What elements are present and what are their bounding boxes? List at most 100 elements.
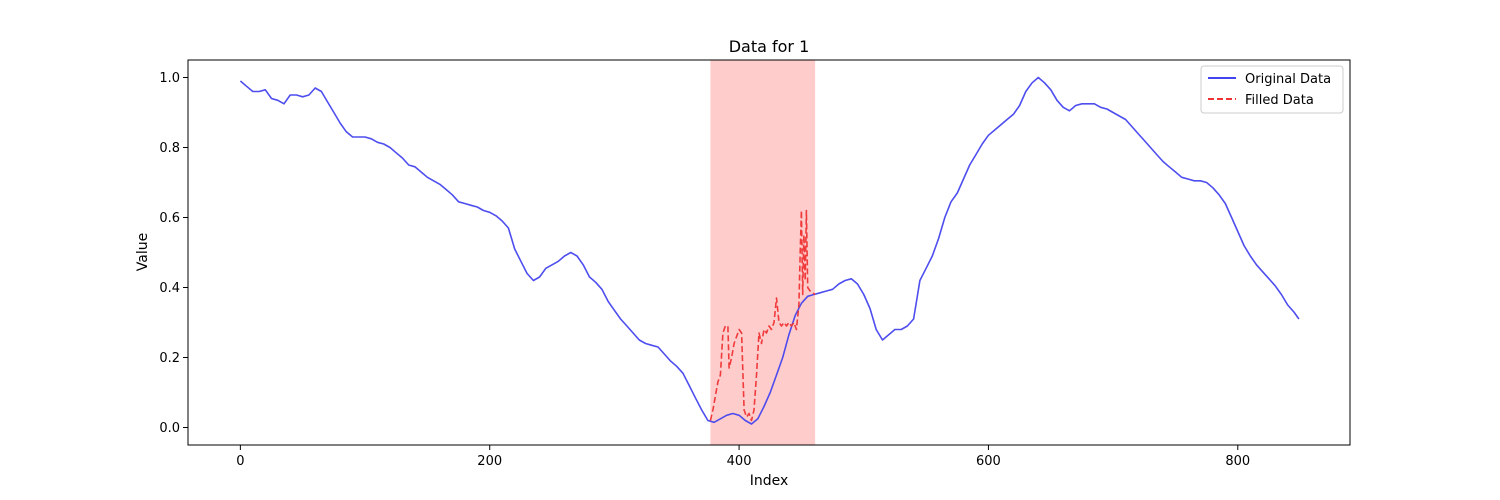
data-point [758,332,759,333]
data-point [1050,89,1051,90]
y-tick-label: 0.0 [159,421,180,436]
data-point [732,413,733,414]
x-tick-label: 200 [477,454,502,469]
data-point [252,91,253,92]
data-point [265,89,266,90]
data-point [1212,187,1213,188]
data-point [982,143,983,144]
data-point [1219,194,1220,195]
data-point [757,418,758,419]
data-point [290,94,291,95]
data-point [682,373,683,374]
data-point [1200,180,1201,181]
data-point [620,318,621,319]
data-point [639,339,640,340]
data-point [802,294,803,295]
legend: Original Data Filled Data [1200,65,1344,114]
series-original [239,76,1300,425]
series-layer [239,76,1300,425]
data-point [791,325,792,326]
data-point [520,261,521,262]
data-point [583,264,584,265]
data-point [527,273,528,274]
data-point [826,290,827,291]
data-point [502,220,503,221]
data-point [888,334,889,335]
data-point [731,357,732,358]
data-point [761,343,762,344]
data-point [576,255,577,256]
data-point [364,136,365,137]
data-point [470,205,471,206]
data-point [807,296,808,297]
data-point [433,180,434,181]
data-point [798,304,799,305]
data-point [741,332,742,333]
data-point [803,234,804,235]
x-tick-label: 0 [236,454,244,469]
data-point [464,203,465,204]
data-point [1025,91,1026,92]
x-tick-label: 600 [976,454,1001,469]
data-point [302,96,303,97]
data-point [564,255,565,256]
y-axis-ticks: 0.0 0.2 0.4 0.6 0.8 1.0 [159,71,188,436]
data-point [695,397,696,398]
data-point [901,329,902,330]
data-point [414,166,415,167]
legend-label-original: Original Data [1245,72,1331,87]
data-point [810,290,811,291]
shaded-region-layer [710,60,816,445]
data-point [633,332,634,333]
data-point [714,422,715,423]
data-point [1125,119,1126,120]
data-point [739,329,740,330]
data-point [1063,107,1064,108]
data-point [869,308,870,309]
data-point [315,87,316,88]
data-point [882,339,883,340]
data-point [717,381,718,382]
data-point [771,329,772,330]
data-point [734,343,735,344]
data-point [950,201,951,202]
data-point [801,303,802,304]
data-point [508,227,509,228]
data-point [271,98,272,99]
data-point [1162,161,1163,162]
data-point [1156,154,1157,155]
data-point [552,264,553,265]
data-point [1131,126,1132,127]
data-point [783,322,784,323]
data-point [1106,108,1107,109]
data-point [778,322,779,323]
data-point [736,336,737,337]
data-point [744,409,745,410]
data-point [383,143,384,144]
data-point [539,276,540,277]
data-point [608,301,609,302]
data-point [773,322,774,323]
data-point [396,152,397,153]
data-point [994,129,995,130]
data-point [651,345,652,346]
x-tick-label: 400 [727,454,752,469]
shaded-region [710,60,816,445]
data-point [1169,166,1170,167]
data-point [722,332,723,333]
data-point [246,86,247,87]
data-point [726,415,727,416]
y-tick-label: 0.6 [159,211,180,226]
data-point [1150,147,1151,148]
x-axis-label: Index [750,473,789,489]
data-point [259,91,260,92]
data-point [645,343,646,344]
data-point [371,138,372,139]
y-tick-label: 0.8 [159,141,180,156]
data-point [793,322,794,323]
data-point [782,357,783,358]
data-point [832,289,833,290]
data-point [727,325,728,326]
data-point [907,325,908,326]
